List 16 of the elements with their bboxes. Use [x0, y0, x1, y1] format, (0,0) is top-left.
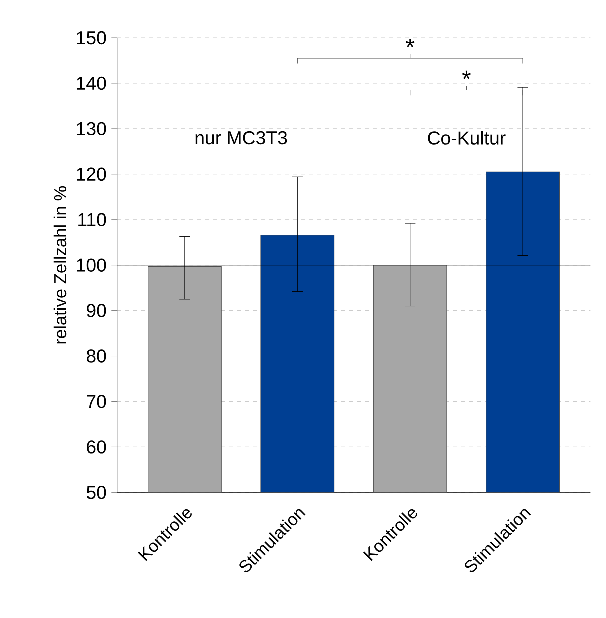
y-tick-label: 130 — [77, 122, 106, 136]
y-axis-title: relative Zellzahl in % — [54, 186, 67, 344]
annotation: * — [406, 39, 415, 48]
y-tick-label: 110 — [78, 213, 106, 226]
annotation: Co-Kultur — [428, 131, 506, 145]
annotation: nur MC3T3 — [196, 131, 288, 145]
y-tick-label: 140 — [77, 76, 106, 90]
y-tick-label: 70 — [87, 395, 106, 408]
y-tick-label: 60 — [87, 440, 106, 454]
annotation: * — [462, 70, 471, 80]
y-tick-label: 80 — [86, 350, 106, 363]
y-tick-label: 90 — [87, 304, 106, 318]
y-tick-label: 100 — [77, 258, 106, 272]
y-tick-label: 120 — [77, 168, 106, 182]
y-tick-label: 50 — [86, 486, 106, 500]
y-tick-label: 150 — [77, 31, 106, 45]
